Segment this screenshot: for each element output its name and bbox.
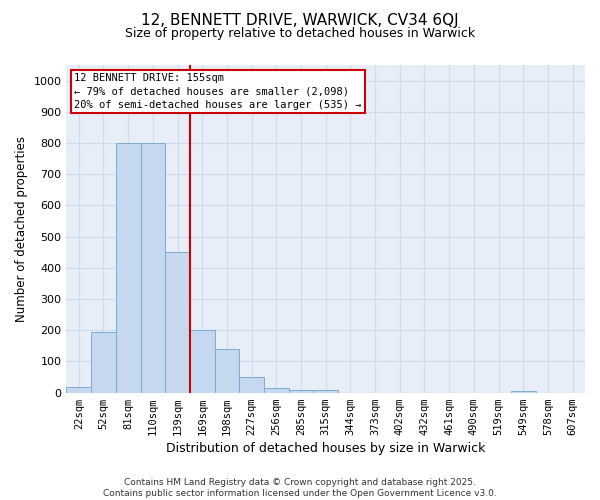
Bar [140,143,165,392]
Bar [239,377,264,392]
Bar [511,391,536,392]
Text: 12 BENNETT DRIVE: 155sqm
← 79% of detached houses are smaller (2,098)
20% of sem: 12 BENNETT DRIVE: 155sqm ← 79% of detach… [74,73,362,110]
Bar [91,332,116,392]
Bar [215,349,239,393]
Bar [116,143,140,392]
Text: Size of property relative to detached houses in Warwick: Size of property relative to detached ho… [125,28,475,40]
Text: Contains HM Land Registry data © Crown copyright and database right 2025.
Contai: Contains HM Land Registry data © Crown c… [103,478,497,498]
Bar [67,387,91,392]
Bar [313,390,338,392]
Bar [165,252,190,392]
Text: 12, BENNETT DRIVE, WARWICK, CV34 6QJ: 12, BENNETT DRIVE, WARWICK, CV34 6QJ [141,12,459,28]
Y-axis label: Number of detached properties: Number of detached properties [15,136,28,322]
Bar [190,330,215,392]
X-axis label: Distribution of detached houses by size in Warwick: Distribution of detached houses by size … [166,442,485,455]
Bar [289,390,313,392]
Bar [264,388,289,392]
